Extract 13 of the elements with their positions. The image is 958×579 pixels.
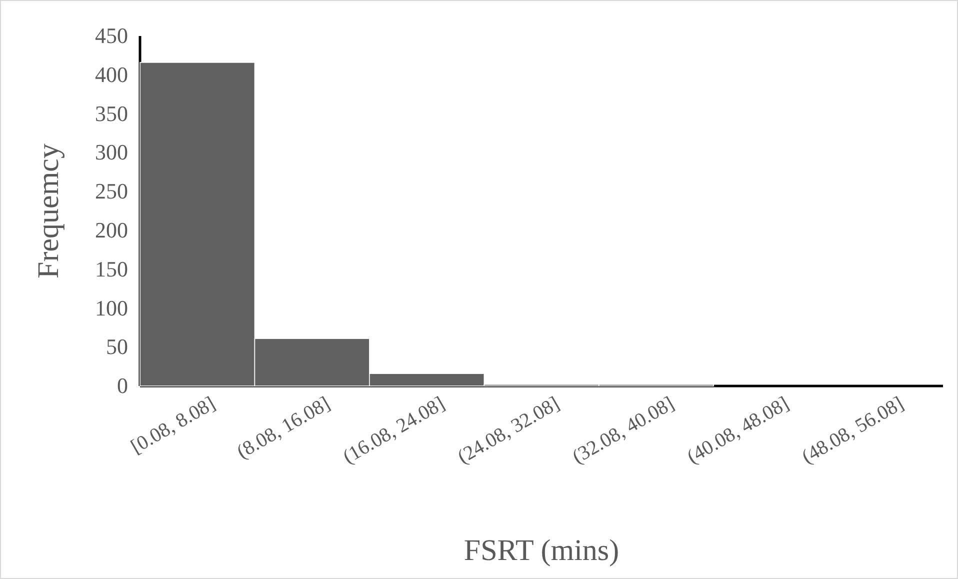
- y-tick-label: 200: [95, 217, 128, 242]
- x-tick-label: [0.08, 8.08]: [127, 392, 220, 458]
- x-axis-title: FSRT (mins): [464, 534, 620, 567]
- y-tick-label: 300: [95, 140, 128, 165]
- y-tick-label: 400: [95, 62, 128, 87]
- y-tick-label: 150: [95, 256, 128, 282]
- y-tick-label: 0: [117, 373, 128, 398]
- y-tick-label: 100: [95, 295, 128, 320]
- y-tick-label: 50: [106, 334, 128, 360]
- y-axis-title: Frequemcy: [32, 144, 65, 278]
- y-tick-label: 450: [95, 23, 128, 48]
- y-tick-label: 350: [95, 100, 128, 126]
- y-tick-label: 250: [95, 178, 128, 204]
